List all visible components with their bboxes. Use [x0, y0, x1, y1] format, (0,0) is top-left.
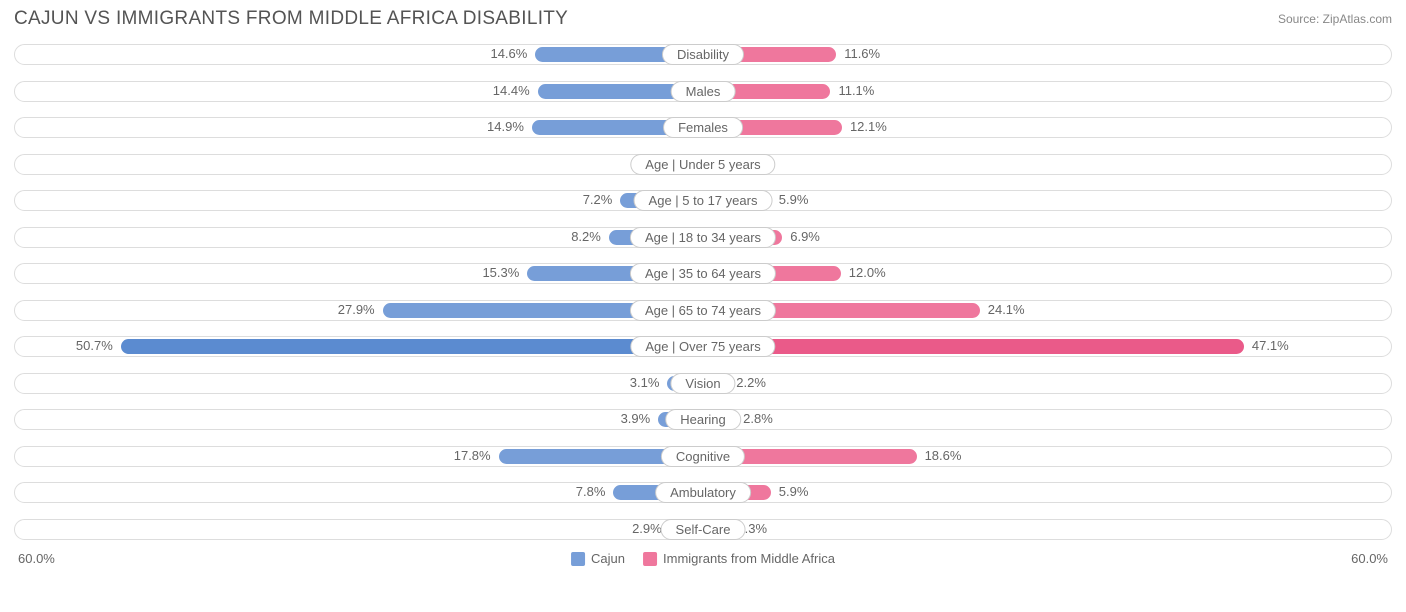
value-left: 7.2%	[583, 192, 613, 207]
bar-right	[703, 339, 1244, 354]
chart-row: 7.2% 5.9% Age | 5 to 17 years	[14, 186, 1392, 215]
value-right: 12.0%	[849, 265, 886, 280]
row-label: Age | 5 to 17 years	[634, 190, 773, 211]
axis-right-label: 60.0%	[1351, 551, 1388, 566]
value-right: 5.9%	[779, 192, 809, 207]
row-label: Females	[663, 117, 743, 138]
value-left: 27.9%	[338, 302, 375, 317]
row-label: Age | Under 5 years	[630, 154, 775, 175]
row-label: Age | 65 to 74 years	[630, 300, 776, 321]
chart-row: 15.3% 12.0% Age | 35 to 64 years	[14, 259, 1392, 288]
value-left: 14.4%	[493, 83, 530, 98]
legend-swatch-right	[643, 552, 657, 566]
value-right: 11.6%	[844, 46, 880, 61]
chart-row: 27.9% 24.1% Age | 65 to 74 years	[14, 296, 1392, 325]
value-left: 3.1%	[630, 375, 660, 390]
chart-area: 14.6% 11.6% Disability 14.4% 11.1% Males 14.9%…	[0, 34, 1406, 544]
axis-left-label: 60.0%	[18, 551, 55, 566]
chart-row: 3.9% 2.8%Hearing	[14, 405, 1392, 434]
legend-item-left: Cajun	[571, 551, 625, 566]
value-right: 6.9%	[790, 229, 820, 244]
value-left: 14.6%	[490, 46, 527, 61]
legend-label-right: Immigrants from Middle Africa	[663, 551, 835, 566]
row-label: Disability	[662, 44, 744, 65]
chart-title: CAJUN VS IMMIGRANTS FROM MIDDLE AFRICA D…	[14, 8, 568, 30]
legend-label-left: Cajun	[591, 551, 625, 566]
chart-header: CAJUN VS IMMIGRANTS FROM MIDDLE AFRICA D…	[0, 0, 1406, 34]
chart-row: 7.8% 5.9% Ambulatory	[14, 478, 1392, 507]
row-label: Age | 18 to 34 years	[630, 227, 776, 248]
chart-row: 50.7% 47.1% Age | Over 75 years	[14, 332, 1392, 361]
value-right: 5.9%	[779, 484, 809, 499]
bar-left	[121, 339, 703, 354]
value-right: 2.2%	[736, 375, 766, 390]
value-left: 2.9%	[632, 521, 662, 536]
row-label: Age | Over 75 years	[630, 336, 775, 357]
row-label: Hearing	[665, 409, 741, 430]
value-left: 15.3%	[482, 265, 519, 280]
chart-row: 3.1% 2.2%Vision	[14, 369, 1392, 398]
legend-swatch-left	[571, 552, 585, 566]
chart-row: 14.4% 11.1% Males	[14, 77, 1392, 106]
row-label: Ambulatory	[655, 482, 751, 503]
value-left: 8.2%	[571, 229, 601, 244]
chart-row: 1.6%1.2%Age | Under 5 years	[14, 150, 1392, 179]
row-label: Cognitive	[661, 446, 745, 467]
chart-footer: 60.0% Cajun Immigrants from Middle Afric…	[14, 551, 1392, 575]
value-right: 47.1%	[1252, 338, 1289, 353]
row-label: Males	[671, 81, 736, 102]
value-right: 2.8%	[743, 411, 773, 426]
value-right: 12.1%	[850, 119, 887, 134]
row-label: Age | 35 to 64 years	[630, 263, 776, 284]
value-right: 24.1%	[988, 302, 1025, 317]
value-left: 7.8%	[576, 484, 606, 499]
value-right: 18.6%	[925, 448, 962, 463]
value-left: 50.7%	[76, 338, 113, 353]
value-right: 11.1%	[838, 83, 874, 98]
chart-row: 17.8% 18.6% Cognitive	[14, 442, 1392, 471]
row-label: Self-Care	[661, 519, 746, 540]
legend: Cajun Immigrants from Middle Africa	[571, 551, 835, 566]
value-left: 14.9%	[487, 119, 524, 134]
row-label: Vision	[670, 373, 735, 394]
legend-item-right: Immigrants from Middle Africa	[643, 551, 835, 566]
chart-row: 8.2% 6.9% Age | 18 to 34 years	[14, 223, 1392, 252]
value-left: 17.8%	[454, 448, 491, 463]
chart-row: 14.9% 12.1% Females	[14, 113, 1392, 142]
chart-row: 2.9%2.3%Self-Care	[14, 515, 1392, 544]
value-left: 3.9%	[621, 411, 651, 426]
chart-row: 14.6% 11.6% Disability	[14, 40, 1392, 69]
chart-source: Source: ZipAtlas.com	[1278, 12, 1392, 26]
